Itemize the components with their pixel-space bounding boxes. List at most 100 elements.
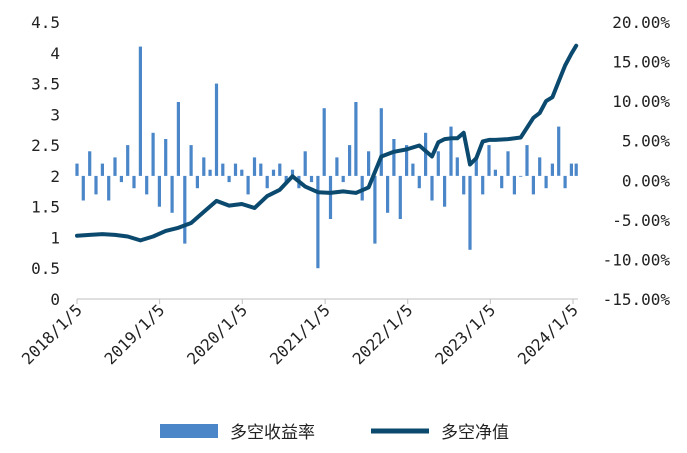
return-bar <box>303 151 307 176</box>
x-tick-label: 2022/1/5 <box>349 300 417 368</box>
return-bar <box>100 163 104 176</box>
return-bar <box>443 175 447 207</box>
y-left-tick-label: 0.5 <box>31 259 60 278</box>
return-bar <box>240 169 244 176</box>
return-bar <box>525 145 529 176</box>
return-bar <box>550 163 554 176</box>
x-tick-label: 2019/1/5 <box>101 300 169 368</box>
return-bar <box>126 145 130 176</box>
legend-label-returns: 多空收益率 <box>230 423 315 443</box>
y-right-tick-label: 20.00% <box>612 13 670 32</box>
y-left-tick-label: 1.5 <box>31 198 60 217</box>
return-bar <box>563 175 567 189</box>
y-left-tick-label: 3 <box>50 105 60 124</box>
return-bar <box>468 175 472 250</box>
returns-bar-series <box>75 46 578 269</box>
return-bar <box>455 157 459 176</box>
return-bar <box>233 163 238 176</box>
return-bar <box>474 157 478 176</box>
return-bar <box>462 175 466 195</box>
y-right-tick-label: -5.00% <box>612 211 670 230</box>
return-bar <box>341 175 345 183</box>
return-bar <box>430 175 434 201</box>
y-left-tick-label: 2.5 <box>31 136 60 155</box>
return-bar <box>531 175 535 195</box>
return-bar <box>316 175 320 269</box>
y-left-tick-label: 2 <box>50 167 60 186</box>
y-right-tick-labels: -15.00% -10.00% -5.00% 0.00% 5.00% 10.00% 15.0… <box>603 13 671 309</box>
return-bar <box>271 169 276 176</box>
return-bar <box>544 175 548 189</box>
return-bar <box>335 157 339 176</box>
return-bar <box>309 175 314 183</box>
return-bar <box>354 102 358 176</box>
return-bar <box>481 175 485 195</box>
return-bar <box>574 163 578 176</box>
return-bar <box>386 175 390 213</box>
return-bar <box>519 175 523 177</box>
return-bar <box>138 46 142 176</box>
return-bar <box>195 175 199 189</box>
y-left-tick-labels: 0 0.5 1 1.5 2 2.5 3 3.5 4 4.5 <box>31 13 60 309</box>
legend: 多空收益率 多空净值 <box>160 423 509 443</box>
y-right-tick-label: 15.00% <box>612 53 670 72</box>
return-bar <box>424 132 428 176</box>
return-bar <box>151 132 155 176</box>
return-bar <box>449 126 453 176</box>
return-bar <box>417 175 421 189</box>
return-bar <box>189 145 193 176</box>
return-bar <box>278 163 282 176</box>
return-bar <box>557 126 561 176</box>
return-bar <box>208 169 212 176</box>
y-right-tick-label: -10.00% <box>603 250 671 269</box>
return-bar <box>398 175 402 219</box>
return-bar <box>367 151 371 176</box>
return-bar <box>145 175 149 195</box>
x-tick-label: 2023/1/5 <box>431 300 499 368</box>
return-bar <box>405 145 409 176</box>
y-left-tick-label: 1 <box>50 228 60 247</box>
return-bar <box>487 145 491 176</box>
return-bar <box>284 175 288 183</box>
legend-swatch-returns <box>160 424 218 438</box>
return-bar <box>94 175 98 195</box>
return-bar <box>227 175 231 183</box>
return-bar <box>348 145 352 176</box>
return-bar <box>392 139 396 176</box>
return-bar <box>569 163 573 176</box>
return-bar <box>322 108 326 176</box>
return-bar <box>81 175 85 201</box>
legend-label-nav: 多空净值 <box>441 423 509 443</box>
return-bar <box>411 163 415 176</box>
return-bar <box>157 175 161 207</box>
return-bar <box>119 175 123 183</box>
return-bar <box>290 169 295 176</box>
return-bar <box>88 151 92 176</box>
return-bar <box>75 163 79 176</box>
return-bar <box>379 108 383 176</box>
return-bar <box>493 169 497 176</box>
x-tick-label: 2021/1/5 <box>266 300 334 368</box>
nav-line-series <box>75 43 579 243</box>
y-left-tick-label: 3.5 <box>31 75 60 94</box>
return-bar <box>259 163 263 176</box>
y-left-tick-label: 4.5 <box>31 13 60 32</box>
x-tick-label: 2024/1/5 <box>514 300 582 368</box>
return-bar <box>328 175 333 219</box>
return-bar <box>500 175 504 189</box>
y-right-tick-label: 10.00% <box>612 92 670 111</box>
axes <box>76 298 578 304</box>
return-bar <box>113 157 117 176</box>
y-left-tick-label: 4 <box>50 44 60 63</box>
return-bar <box>246 175 250 195</box>
return-bar <box>265 175 269 189</box>
return-bar <box>183 175 187 244</box>
return-bar <box>252 157 257 176</box>
x-tick-label: 2018/1/5 <box>18 300 86 368</box>
y-left-tick-label: 0 <box>50 290 60 309</box>
return-bar <box>214 83 219 176</box>
y-right-tick-label: -15.00% <box>603 290 671 309</box>
return-bar <box>132 175 136 189</box>
return-bar <box>107 175 111 201</box>
